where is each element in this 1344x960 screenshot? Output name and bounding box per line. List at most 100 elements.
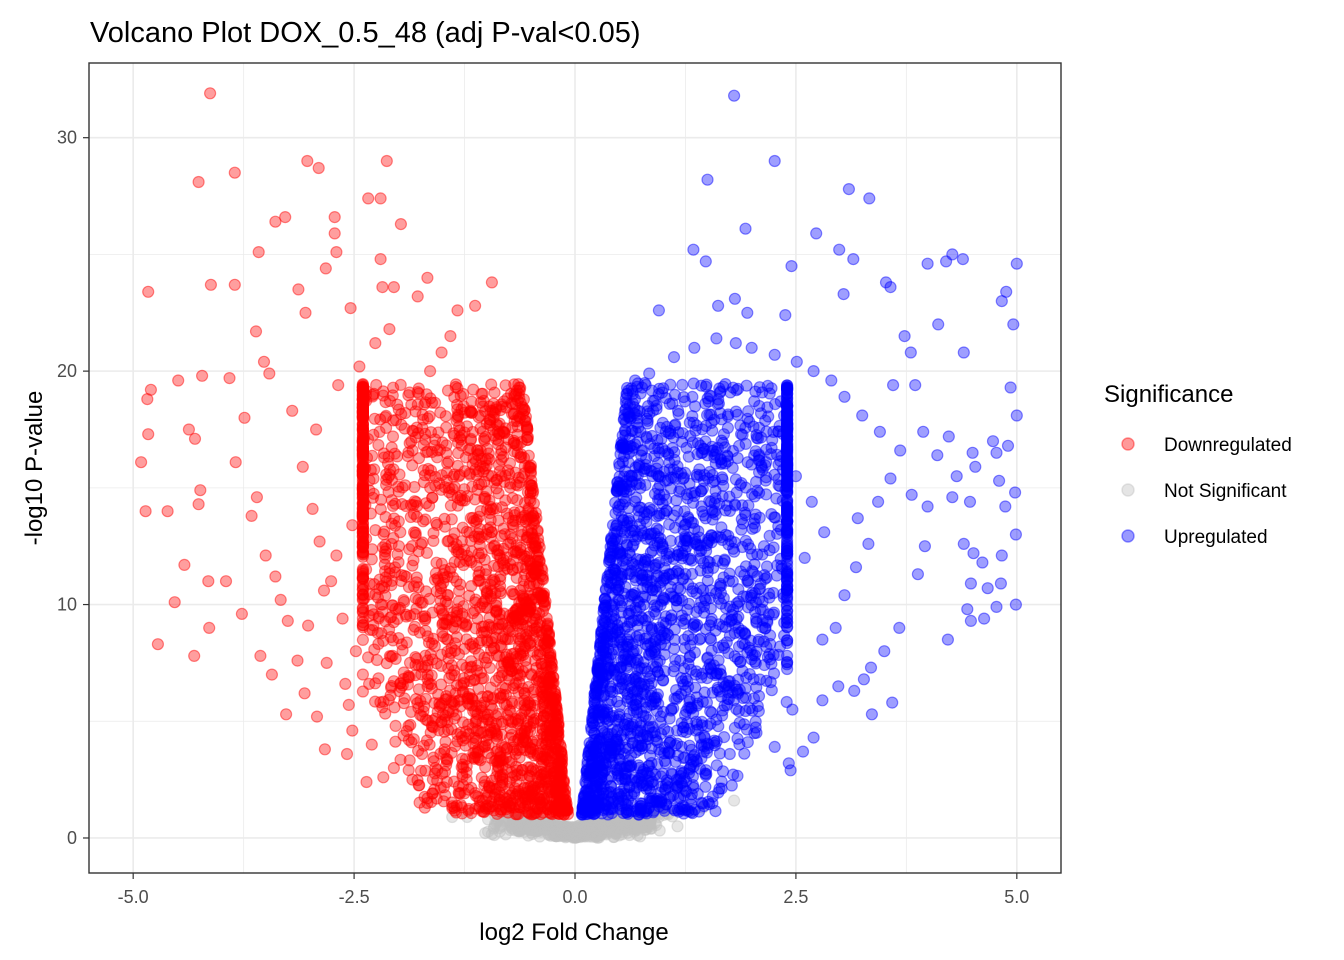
not-significant-point	[608, 813, 622, 827]
not-significant-point	[608, 816, 621, 830]
not-significant-point	[482, 825, 495, 838]
not-significant-point	[544, 820, 558, 833]
not-significant-point	[530, 818, 543, 832]
downregulated-point	[387, 281, 400, 294]
not-significant-point	[557, 823, 570, 836]
upregulated-point	[669, 653, 682, 666]
downregulated-point	[374, 493, 388, 506]
downregulated-point	[440, 775, 453, 789]
downregulated-point	[407, 554, 420, 567]
upregulated-point	[780, 507, 794, 520]
downregulated-point	[453, 787, 466, 800]
downregulated-point	[523, 460, 536, 474]
not-significant-point	[591, 828, 604, 842]
downregulated-point	[444, 499, 457, 512]
downregulated-point	[492, 514, 505, 527]
not-significant-point	[601, 823, 615, 836]
not-significant-point	[533, 821, 546, 835]
downregulated-point	[409, 405, 422, 418]
upregulated-point	[759, 414, 772, 427]
downregulated-point	[378, 451, 391, 464]
not-significant-point	[604, 814, 617, 827]
downregulated-point	[419, 497, 433, 510]
not-significant-point	[620, 814, 633, 828]
upregulated-point	[728, 626, 741, 640]
downregulated-point	[405, 539, 419, 553]
downregulated-point	[362, 651, 375, 664]
downregulated-point	[435, 603, 448, 617]
downregulated-point	[492, 622, 505, 635]
not-significant-point	[553, 825, 567, 838]
upregulated-point	[704, 633, 718, 646]
downregulated-point	[385, 441, 398, 454]
downregulated-point	[380, 657, 393, 670]
not-significant-point	[577, 829, 590, 842]
downregulated-point	[245, 509, 258, 523]
upregulated-point	[718, 554, 731, 567]
downregulated-point	[380, 154, 393, 168]
upregulated-point	[611, 695, 624, 708]
upregulated-point	[682, 450, 695, 463]
not-significant-point	[629, 818, 643, 831]
downregulated-point	[461, 549, 474, 563]
not-significant-point	[572, 824, 585, 838]
not-significant-point	[572, 827, 585, 840]
not-significant-point	[561, 823, 575, 836]
not-significant-point	[577, 825, 590, 839]
upregulated-point	[695, 751, 708, 765]
upregulated-point	[627, 704, 640, 717]
downregulated-point	[257, 355, 271, 368]
upregulated-point	[627, 530, 640, 543]
not-significant-point	[611, 823, 624, 836]
upregulated-point	[617, 413, 630, 426]
upregulated-point	[634, 804, 647, 817]
upregulated-point	[780, 462, 794, 475]
downregulated-point	[509, 478, 523, 491]
downregulated-point	[383, 394, 397, 408]
upregulated-point	[780, 612, 794, 626]
downregulated-point	[340, 747, 354, 761]
not-significant-point	[591, 822, 604, 835]
downregulated-point	[139, 505, 152, 518]
upregulated-point	[677, 721, 690, 734]
downregulated-point	[441, 715, 454, 729]
upregulated-point	[640, 430, 653, 443]
upregulated-point	[623, 628, 636, 641]
not-significant-point	[585, 830, 599, 843]
not-significant-point	[543, 821, 557, 834]
downregulated-point	[196, 369, 209, 382]
downregulated-point	[349, 645, 362, 658]
downregulated-point	[478, 553, 491, 566]
downregulated-point	[356, 502, 369, 515]
downregulated-point	[161, 505, 174, 518]
downregulated-point	[336, 612, 349, 625]
not-significant-point	[521, 818, 534, 831]
downregulated-point	[263, 367, 276, 380]
not-significant-point	[602, 819, 615, 833]
not-significant-point	[584, 820, 598, 833]
not-significant-point	[587, 828, 600, 841]
downregulated-point	[474, 459, 487, 472]
downregulated-point	[192, 175, 205, 189]
not-significant-point	[550, 825, 564, 838]
not-significant-point	[621, 821, 635, 835]
not-significant-point	[561, 825, 574, 839]
not-significant-point	[493, 821, 506, 835]
upregulated-point	[651, 434, 664, 447]
not-significant-point	[552, 827, 565, 840]
downregulated-point	[367, 428, 380, 441]
upregulated-point	[751, 699, 764, 713]
not-significant-point	[622, 821, 635, 834]
upregulated-point	[744, 542, 757, 555]
not-significant-point	[595, 817, 608, 830]
not-significant-point	[489, 809, 502, 823]
not-significant-point	[642, 814, 656, 827]
not-significant-point	[542, 818, 555, 831]
downregulated-point	[457, 387, 470, 401]
not-significant-point	[492, 813, 505, 827]
not-significant-point	[586, 818, 600, 831]
downregulated-point	[517, 580, 530, 593]
downregulated-point	[346, 519, 359, 532]
upregulated-point	[695, 447, 708, 460]
not-significant-point	[569, 831, 582, 844]
